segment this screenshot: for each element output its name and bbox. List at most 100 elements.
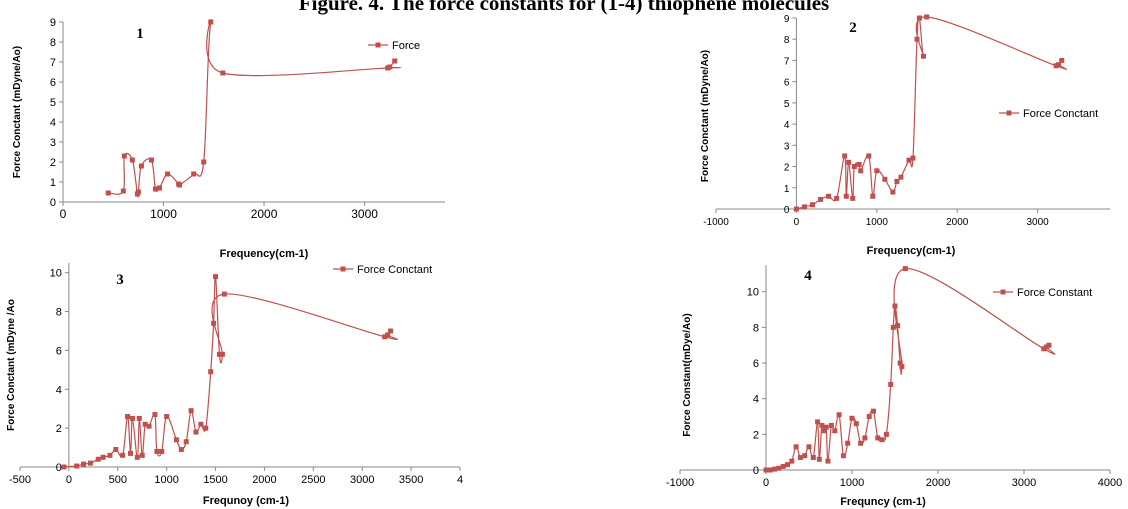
data-point-marker xyxy=(826,193,832,199)
x-axis-title: Frequncy (cm-1) xyxy=(840,496,926,508)
x-tick-label: -1000 xyxy=(666,477,694,489)
data-point-marker xyxy=(146,423,152,429)
x-tick-label: 2500 xyxy=(301,474,325,486)
data-point-marker xyxy=(183,439,189,445)
x-tick-label: 500 xyxy=(109,474,127,486)
y-tick-label: 4 xyxy=(50,117,56,129)
data-point-marker xyxy=(874,168,880,174)
x-tick-label: 3000 xyxy=(351,207,378,221)
data-point-marker xyxy=(815,419,821,425)
data-point-marker xyxy=(165,171,171,177)
series-line xyxy=(765,267,1056,471)
x-tick-label: 0 xyxy=(794,217,800,228)
y-axis-title: Force Conctant (mDyne/Ao) xyxy=(700,50,711,182)
data-point-marker xyxy=(836,412,842,418)
data-point-marker xyxy=(121,153,127,159)
data-point-marker xyxy=(1041,346,1047,352)
y-tick-label: 10 xyxy=(747,287,759,299)
data-point-marker xyxy=(810,455,816,461)
x-tick-label: 1000 xyxy=(866,217,889,228)
data-point-marker xyxy=(120,188,126,194)
data-point-marker xyxy=(767,467,773,473)
x-tick-label: 2000 xyxy=(252,474,276,486)
data-point-marker xyxy=(892,303,898,309)
data-point-marker xyxy=(120,452,126,458)
data-point-marker xyxy=(382,334,388,340)
y-tick-label: 1 xyxy=(50,177,56,189)
x-tick-label: 3500 xyxy=(399,474,423,486)
data-point-marker xyxy=(906,157,912,163)
data-point-marker xyxy=(178,447,184,453)
chart-panel-2: 0 1 2 3 4 5 6 7 8 9 -1000 0 1000 2000 3000 Frequency(cm… xyxy=(700,14,1110,257)
x-tick-label: 3000 xyxy=(1027,217,1050,228)
data-point-marker xyxy=(816,456,822,462)
data-point-marker xyxy=(763,467,769,473)
data-point-marker xyxy=(219,351,225,357)
data-point-marker xyxy=(87,460,93,466)
x-tick-label: 0 xyxy=(66,474,72,486)
data-point-marker xyxy=(74,463,80,469)
data-point-marker xyxy=(220,70,226,76)
data-point-marker xyxy=(797,455,803,461)
data-point-marker xyxy=(201,159,207,165)
data-point-marker xyxy=(142,421,148,427)
legend-label: Force xyxy=(392,40,420,52)
data-point-marker xyxy=(139,452,145,458)
data-point-marker xyxy=(95,456,101,462)
y-tick-label: 0 xyxy=(784,205,790,216)
data-point-marker xyxy=(213,274,219,280)
data-point-marker xyxy=(1046,342,1052,348)
y-axis-title: Force Constant(mDye/Ao) xyxy=(682,313,693,436)
data-point-marker xyxy=(894,178,900,184)
y-tick-label: 6 xyxy=(784,78,790,89)
panel-number-label: 3 xyxy=(116,272,124,288)
y-tick-label: 8 xyxy=(753,322,759,334)
y-tick-label: 9 xyxy=(50,17,56,29)
data-point-marker xyxy=(772,466,778,472)
data-point-marker xyxy=(802,453,808,459)
y-tick-label: 1 xyxy=(784,184,790,195)
data-point-marker xyxy=(113,447,119,453)
data-point-marker xyxy=(846,159,852,165)
data-point-marker xyxy=(897,360,903,366)
legend-label: Force Conctant xyxy=(1023,108,1098,120)
x-tick-label: 2000 xyxy=(946,217,969,228)
data-point-marker xyxy=(801,204,807,210)
chart-panel-3: 0 2 4 6 8 10 -500 0 500 1000 1500 2000 2500 3000 3500 4… xyxy=(6,263,463,507)
y-tick-label: 9 xyxy=(784,14,790,25)
chart-panel-1: 0 1 2 3 4 5 6 7 8 9 0 1000 2000 3000 Frequency(cm-1) Fo… xyxy=(12,17,445,260)
x-axis-title: Frequency(cm-1) xyxy=(220,248,309,260)
y-tick-label: 10 xyxy=(50,268,62,280)
data-point-marker xyxy=(129,157,135,163)
data-point-marker xyxy=(789,458,795,464)
data-point-marker xyxy=(188,408,194,414)
data-point-marker xyxy=(208,19,214,25)
data-point-marker xyxy=(164,413,170,419)
data-point-marker xyxy=(61,464,67,470)
y-tick-label: 7 xyxy=(784,56,790,67)
y-tick-label: 0 xyxy=(50,197,56,209)
data-point-marker xyxy=(853,421,859,427)
x-tick-label: 2000 xyxy=(251,207,278,221)
series-line xyxy=(63,275,398,468)
data-point-marker xyxy=(793,206,799,212)
data-point-marker xyxy=(776,465,782,471)
data-point-marker xyxy=(806,444,812,450)
y-tick-label: 6 xyxy=(56,345,62,357)
x-tick-label: 1000 xyxy=(840,477,864,489)
data-point-marker xyxy=(819,422,825,428)
data-point-marker xyxy=(895,323,901,329)
data-point-marker xyxy=(883,431,889,437)
legend-label: Force Constant xyxy=(1017,287,1092,299)
y-axis-title: Force Conctant (mDyne/Ao) xyxy=(12,46,23,178)
data-point-marker xyxy=(191,171,197,177)
data-point-marker xyxy=(125,413,131,419)
y-tick-label: 6 xyxy=(753,358,759,370)
data-point-marker xyxy=(211,320,217,326)
data-point-marker xyxy=(793,444,799,450)
data-point-marker xyxy=(898,174,904,180)
data-point-marker xyxy=(193,429,199,435)
y-tick-label: 4 xyxy=(784,120,790,131)
legend-label: Force Conctant xyxy=(357,264,432,276)
chart-panel-4: 0 2 4 6 8 10 -1000 0 1000 2000 3000 4000 Frequncy (c… xyxy=(666,265,1122,508)
